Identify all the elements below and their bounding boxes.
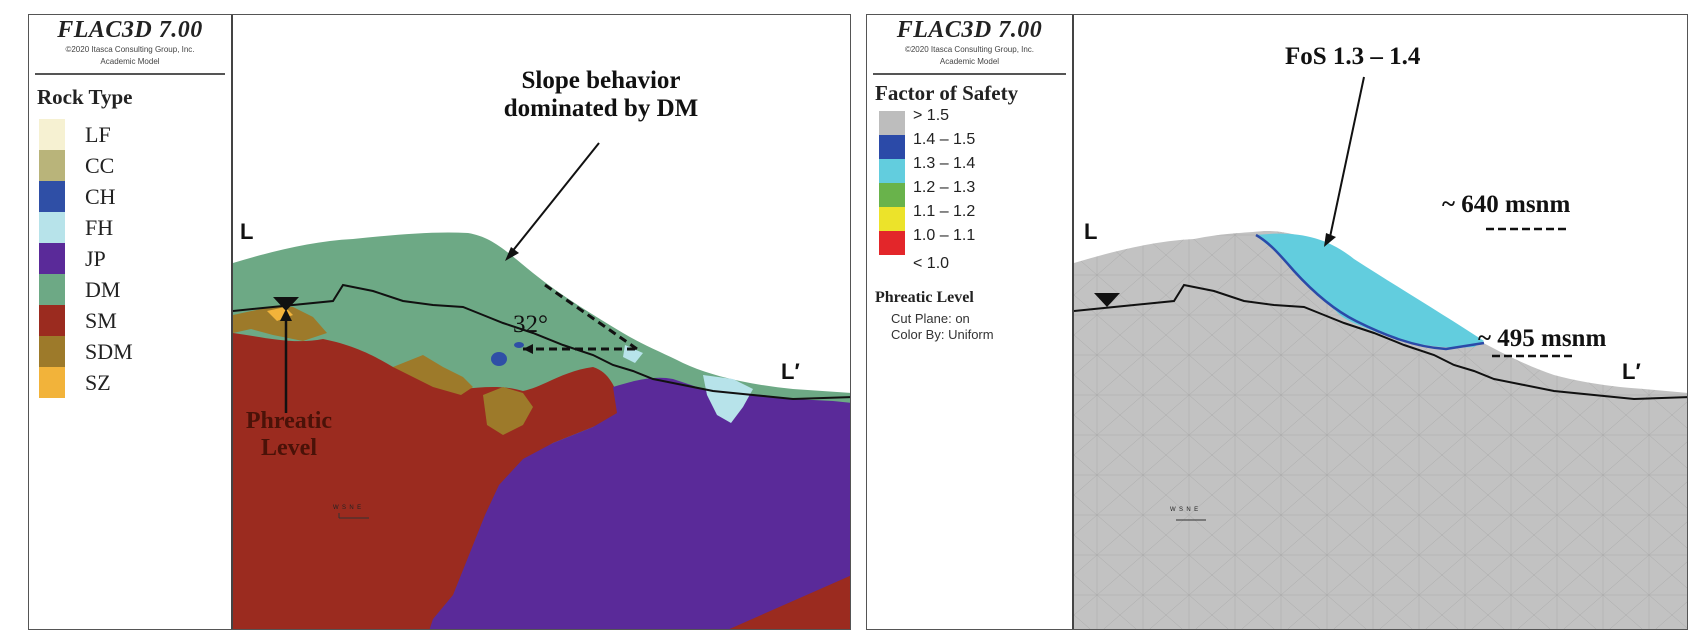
rock-label-sm: SM	[85, 308, 117, 333]
legend-title: Factor of Safety	[875, 81, 1019, 105]
rock-swatch-sz	[39, 367, 65, 398]
rock-type-legend: FLAC3D 7.00 ©2020 Itasca Consulting Grou…	[29, 15, 233, 629]
fos-section: L L′ FoS 1.3 – 1.4 ~ 640 msnm ~ 495 msnm…	[1074, 15, 1687, 629]
slope-annotation: Slope behavior dominated by DM	[503, 67, 699, 122]
rock-swatch-fh	[39, 212, 65, 243]
rock-color-ramp	[39, 119, 65, 398]
compass: W S N E	[1170, 507, 1199, 513]
fos-class-label: > 1.5	[913, 107, 950, 124]
rock-section-drawing	[233, 142, 850, 629]
rock-type-section: L L′ Slope behavior dominated by DM 32° …	[233, 15, 850, 629]
fos-class-label: 1.3 – 1.4	[913, 155, 976, 172]
fos-swatch	[879, 159, 905, 183]
rock-swatch-cc	[39, 150, 65, 181]
rock-swatch-ch	[39, 181, 65, 212]
fos-last-label: < 1.0	[913, 255, 950, 272]
rock-label-jp: JP	[85, 246, 106, 271]
rock-swatch-lf	[39, 119, 65, 150]
model-text: Academic Model	[939, 57, 1000, 66]
phreatic-color-by: Color By: Uniform	[891, 327, 994, 342]
factor-of-safety-panel: FLAC3D 7.00 ©2020 Itasca Consulting Grou…	[866, 14, 1688, 630]
copyright-text: ©2020 Itasca Consulting Group, Inc.	[904, 45, 1035, 54]
compass: W S N E	[333, 505, 362, 511]
rock-swatch-sdm	[39, 336, 65, 367]
section-start-label: L	[240, 219, 254, 244]
model-text: Academic Model	[100, 57, 160, 66]
slope-angle-label: 32°	[513, 311, 548, 338]
legend-title: Rock Type	[37, 85, 133, 109]
rock-label-sdm: SDM	[85, 339, 133, 364]
rock-label-lf: LF	[85, 122, 111, 147]
fos-swatch	[879, 183, 905, 207]
fos-class-label: 1.1 – 1.2	[913, 203, 976, 220]
section-start-label: L	[1084, 219, 1098, 244]
fos-class-label: 1.2 – 1.3	[913, 179, 976, 196]
software-version: FLAC3D 7.00	[896, 17, 1043, 43]
rock-swatch-sm	[39, 305, 65, 336]
rock-label-fh: FH	[85, 215, 114, 240]
rock-label-ch: CH	[85, 184, 116, 209]
rock-label-cc: CC	[85, 153, 115, 178]
fos-swatch	[879, 111, 905, 135]
section-end-label: L′	[1622, 359, 1641, 384]
fos-swatch	[879, 135, 905, 159]
fos-class-label: 1.4 – 1.5	[913, 131, 976, 148]
elevation-top-label: ~ 640 msnm	[1442, 191, 1571, 218]
fos-swatch	[879, 231, 905, 255]
rock-type-panel: FLAC3D 7.00 ©2020 Itasca Consulting Grou…	[28, 14, 851, 630]
legend-divider	[35, 73, 225, 75]
phreatic-title: Phreatic Level	[875, 289, 974, 306]
phreatic-annotation: Phreatic Level	[245, 408, 333, 461]
rock-swatch-dm	[39, 274, 65, 305]
rock-label-sz: SZ	[85, 370, 111, 395]
phreatic-cut-plane: Cut Plane: on	[891, 311, 970, 326]
legend-divider	[873, 73, 1066, 75]
fos-class-label: 1.0 – 1.1	[913, 227, 976, 244]
rock-label-dm: DM	[85, 277, 121, 302]
fos-section-drawing	[1074, 76, 1687, 629]
fos-legend: FLAC3D 7.00 ©2020 Itasca Consulting Grou…	[867, 15, 1074, 629]
software-version: FLAC3D 7.00	[57, 17, 203, 43]
copyright-text: ©2020 Itasca Consulting Group, Inc.	[65, 45, 195, 54]
section-end-label: L′	[781, 359, 800, 384]
elevation-bottom-label: ~ 495 msnm	[1478, 325, 1607, 352]
fos-swatch	[879, 207, 905, 231]
rock-swatch-jp	[39, 243, 65, 274]
fos-annotation: FoS 1.3 – 1.4	[1285, 43, 1421, 70]
